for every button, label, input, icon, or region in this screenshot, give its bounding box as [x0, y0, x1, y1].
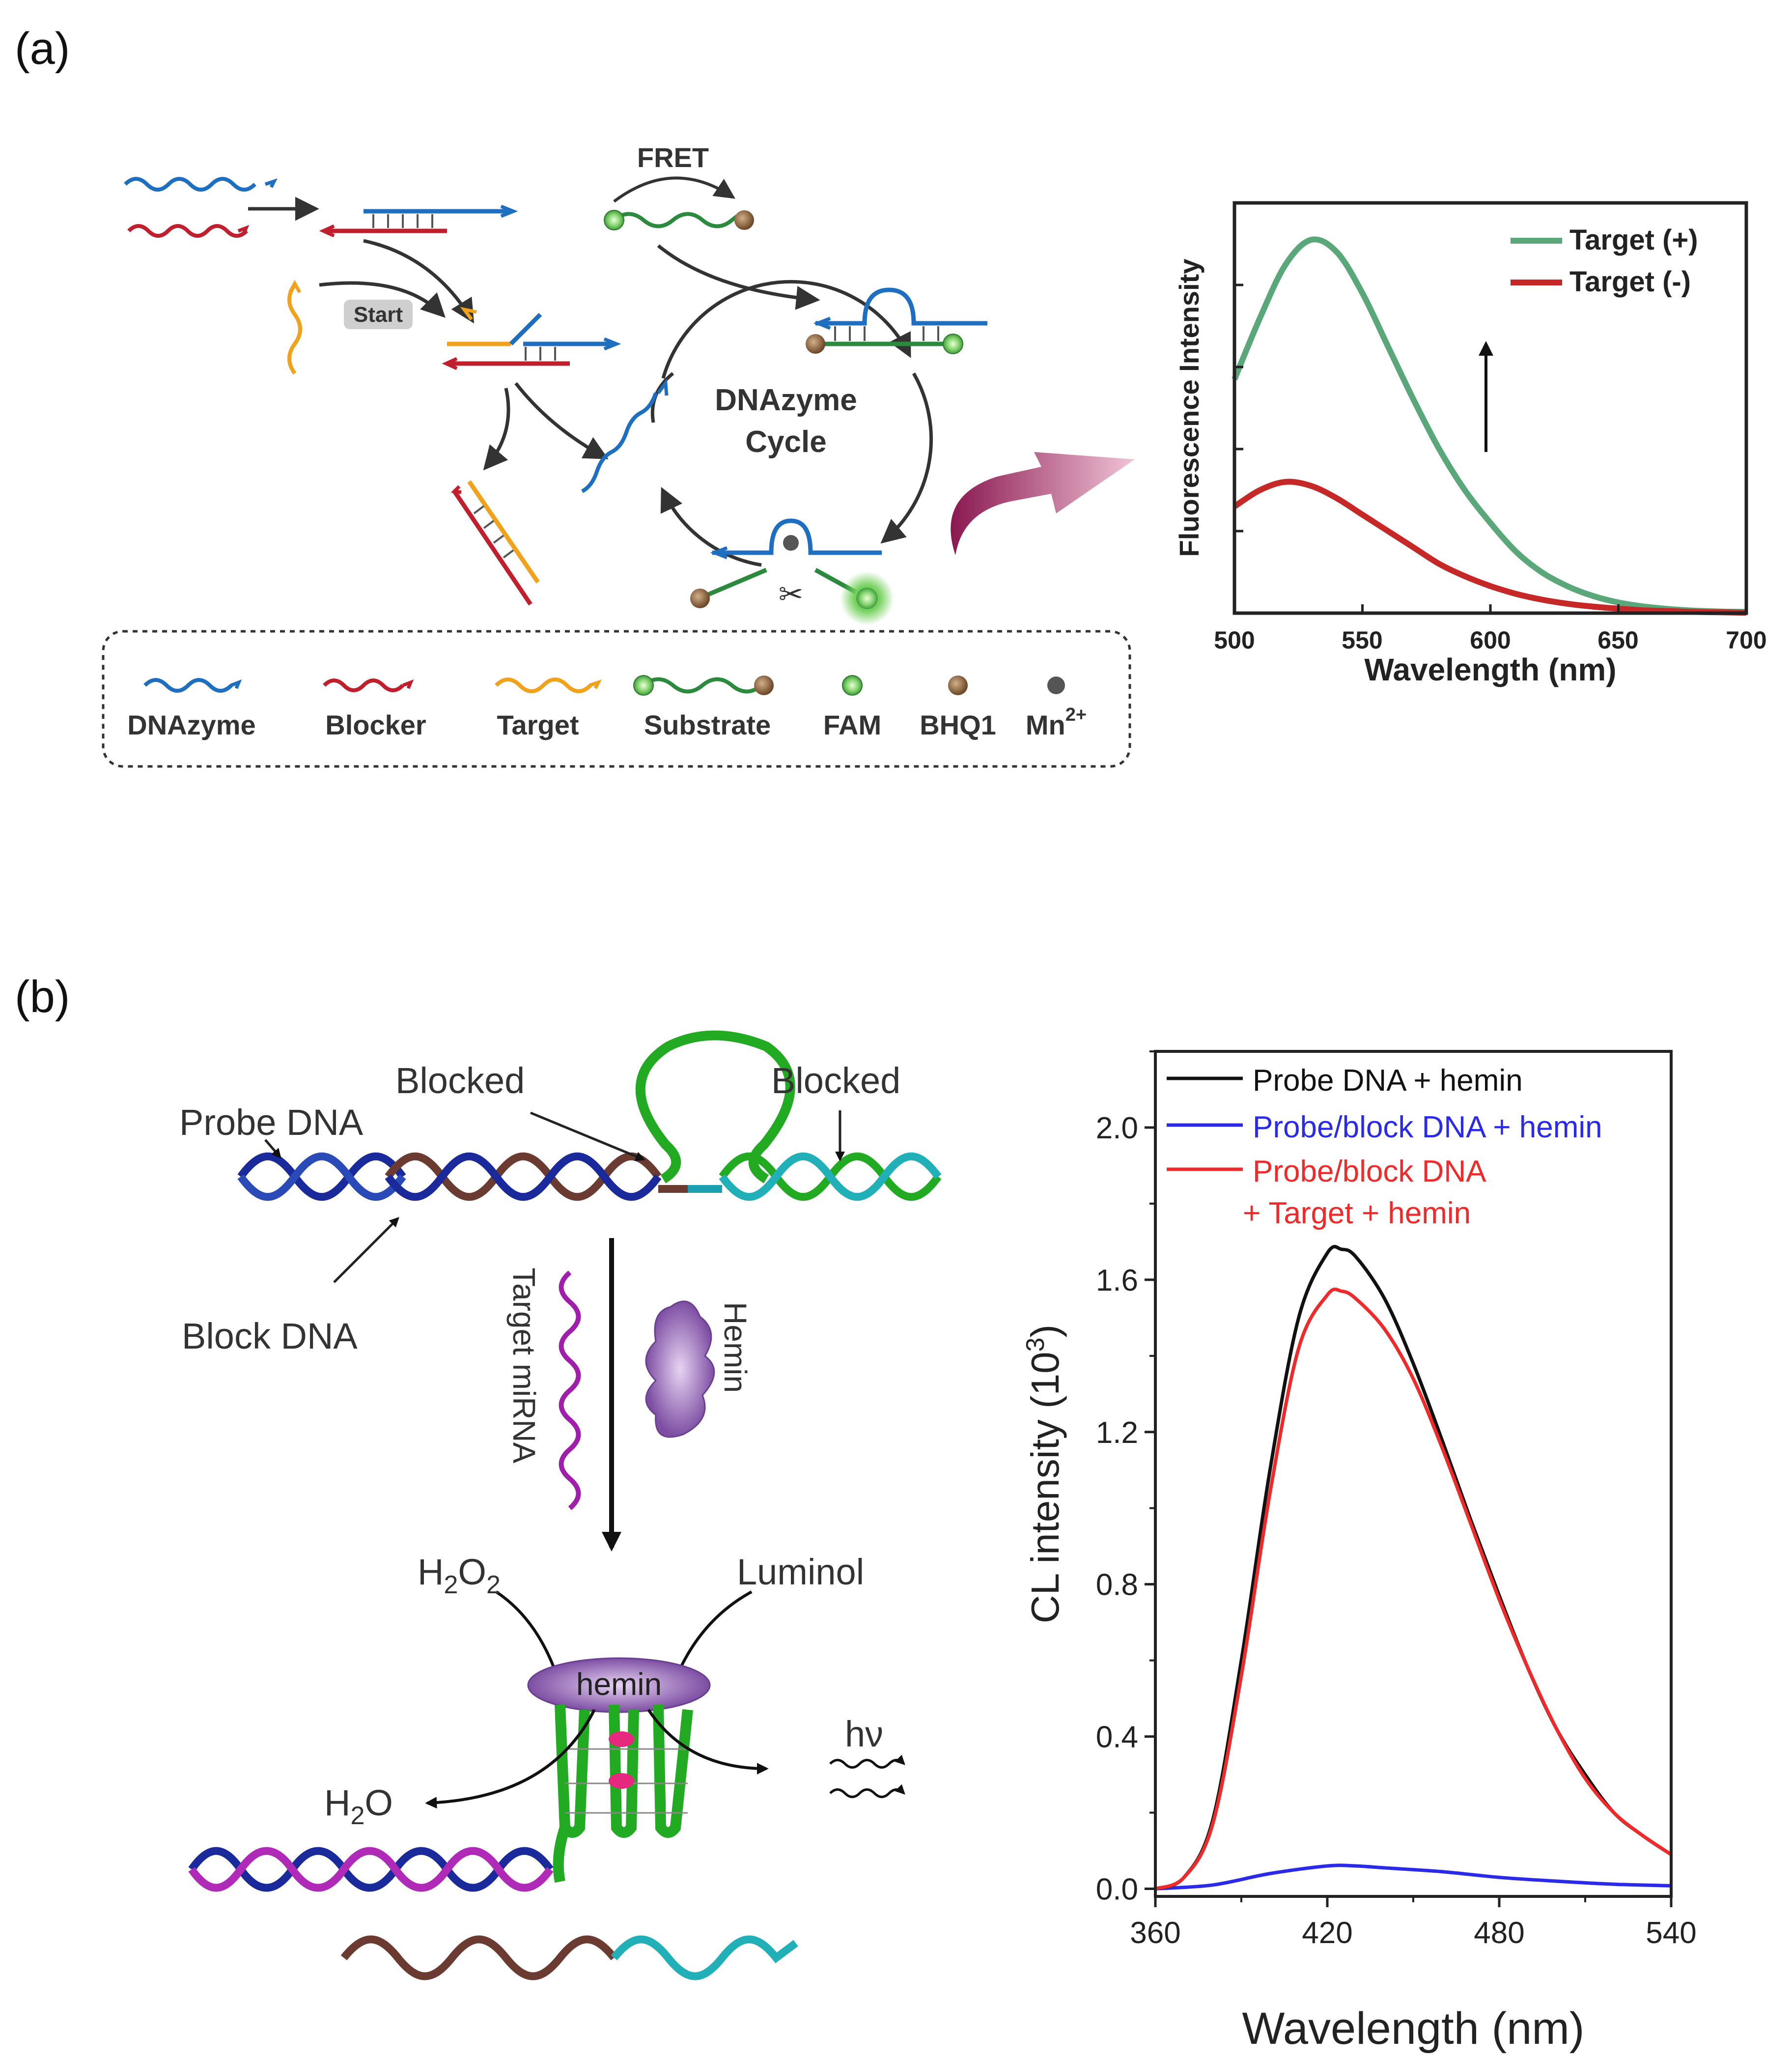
- probe-dna-helix: [237, 1152, 406, 1201]
- panel-a-diagram: Start DNAzyme Cycle F: [102, 142, 1135, 768]
- chart-a-legend-plus: Target (+): [1569, 224, 1698, 256]
- chart-b-ytick-label: 1.6: [1096, 1264, 1138, 1298]
- chart-b-ytick-label: 2.0: [1096, 1111, 1138, 1145]
- block-dna-helix: [385, 1152, 662, 1201]
- chart-b-ytick-label: 0.4: [1096, 1721, 1138, 1754]
- chart-b-xtick-label: 480: [1474, 1916, 1524, 1950]
- probe-dna-label: Probe DNA: [179, 1102, 364, 1143]
- chart-a-legend-minus: Target (-): [1569, 266, 1691, 298]
- chart-a-xtick-550: 550: [1342, 626, 1382, 654]
- chart-b-legend-3: Probe/block DNA: [1253, 1155, 1486, 1188]
- blocker-strand-input: [127, 224, 248, 238]
- chart-b-series-probe-block-dna-hemin: [1155, 1863, 1672, 1891]
- legend-mn: Mn2+: [1026, 705, 1087, 740]
- chart-a-xlabel: Wavelength (nm): [1364, 652, 1616, 687]
- chart-b-ytick-label: 1.2: [1096, 1416, 1138, 1450]
- chart-a: 500 550 600 650 700 Wavelength (nm) Fluo…: [1174, 201, 1767, 687]
- chart-b-legend-2: Probe/block DNA + hemin: [1253, 1110, 1602, 1144]
- start-label: Start: [354, 303, 403, 327]
- panel-b-label: (b): [15, 972, 70, 1022]
- hemin-cap-label: hemin: [576, 1666, 662, 1702]
- hemin-blob: [645, 1300, 715, 1438]
- released-block-dna: [340, 1935, 617, 1980]
- fret-label: FRET: [637, 142, 709, 173]
- chart-b: 0.0 0.4 0.8 1.2 1.6 2.0 360 420 480 540 Wavelengt…: [1021, 1050, 1697, 2054]
- panel-b-text: Probe DNA Blocked Blocked Block DNA Targ…: [179, 1060, 900, 1830]
- substrate-strand: [613, 212, 746, 228]
- chart-b-xtick-label: 420: [1302, 1916, 1352, 1950]
- blocked-label-right: Blocked: [771, 1060, 900, 1101]
- chart-a-xtick-700: 700: [1726, 626, 1766, 654]
- h2o-label: H2O: [324, 1782, 393, 1830]
- chart-a-xtick-500: 500: [1214, 626, 1255, 654]
- luminol-label: Luminol: [737, 1552, 864, 1592]
- start-badge: [344, 300, 413, 329]
- dnazyme-strand-input: [124, 177, 256, 192]
- panel-b-diagram: [188, 1030, 942, 1980]
- chart-a-xtick-600: 600: [1470, 626, 1511, 654]
- panel-a-label: (a): [15, 24, 70, 74]
- legend-bhq1: BHQ1: [920, 709, 996, 740]
- g-quadruplex-loop: [635, 1030, 795, 1184]
- free-dnazyme: [581, 392, 658, 493]
- legend-substrate: Substrate: [644, 709, 771, 740]
- chart-a-series-target-minus: [1232, 479, 1747, 616]
- legend-dnazyme: DNAzyme: [127, 709, 255, 740]
- legend-target: Target: [497, 709, 579, 740]
- chart-b-ticks: 0.0 0.4 0.8 1.2 1.6 2.0 360 420 480 540: [1096, 1050, 1697, 1950]
- cycle-title-line2: Cycle: [745, 425, 826, 459]
- target-probe-duplex: [188, 1847, 554, 1892]
- legend-fam: FAM: [823, 709, 881, 740]
- block-dna-label: Block DNA: [182, 1316, 358, 1356]
- hemin-label: Hemin: [718, 1302, 753, 1393]
- chart-b-xtick-label: 540: [1646, 1916, 1696, 1950]
- chart-b-series-probe-block-target-hemin: [1154, 1287, 1672, 1891]
- target-mirna-label: Target miRNA: [506, 1268, 542, 1464]
- chart-a-axes: [1232, 201, 1748, 615]
- blocked-label-left: Blocked: [395, 1060, 525, 1101]
- cycle-title-line1: DNAzyme: [715, 383, 857, 417]
- legend-box: [102, 630, 1131, 768]
- hv-label: hν: [845, 1714, 883, 1754]
- target-mirna-strand: [559, 1270, 581, 1510]
- chart-b-ytick-label: 0.8: [1096, 1568, 1138, 1602]
- chart-b-legend-1: Probe DNA + hemin: [1253, 1064, 1523, 1098]
- chart-b-legend-3-line2: + Target + hemin: [1243, 1196, 1471, 1230]
- legend-labels: DNAzyme Blocker Target Substrate FAM BHQ…: [127, 705, 1087, 740]
- legend-blocker: Blocker: [325, 709, 426, 740]
- cycle-ring: [661, 280, 911, 379]
- chart-a-xtick-650: 650: [1597, 626, 1638, 654]
- big-curve-arrow: [951, 452, 1135, 555]
- chart-a-series-target-plus: [1232, 236, 1747, 615]
- chart-b-xlabel: Wavelength (nm): [1242, 2004, 1584, 2054]
- chart-b-ytick-label: 0.0: [1096, 1873, 1138, 1907]
- h2o2-label: H2O2: [418, 1552, 501, 1599]
- chart-a-ylabel: Fluorescence Intensity: [1174, 259, 1204, 557]
- chart-b-marks: [1154, 1245, 1672, 1891]
- chart-b-xtick-label: 360: [1130, 1916, 1180, 1950]
- scissors-icon: ✂: [779, 578, 803, 611]
- chart-b-ylabel: CL intensity (103): [1021, 1325, 1067, 1623]
- target-strand-input: [287, 283, 302, 375]
